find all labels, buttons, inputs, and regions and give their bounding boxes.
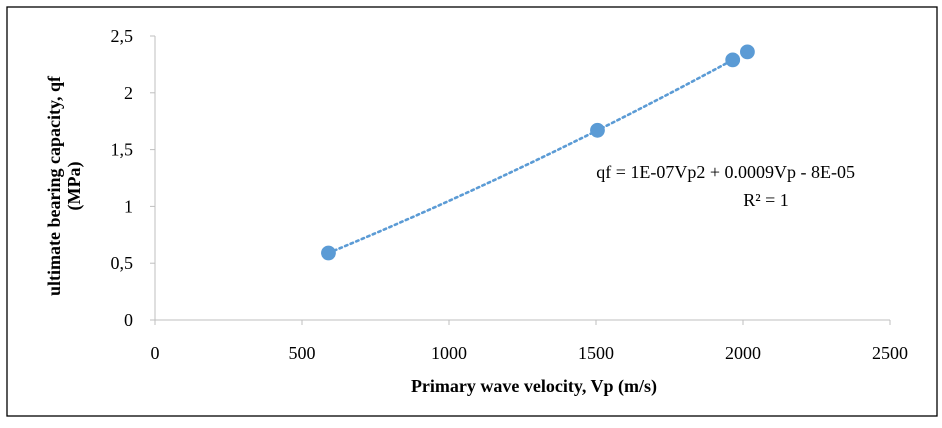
tick-labels: 0 0,5 1 1,5 2 2,5 0 500 1000 1500 2000 2500: [111, 26, 909, 363]
y-tick-label: 2: [124, 83, 133, 103]
y-tick-label: 1,5: [111, 140, 134, 160]
y-tick-label: 0: [124, 310, 133, 330]
x-tick-label: 500: [289, 343, 316, 363]
x-tick-label: 2000: [725, 343, 761, 363]
y-tick-label: 1: [124, 196, 133, 216]
data-point: [740, 44, 755, 60]
x-tick-label: 1000: [431, 343, 467, 363]
x-tick-label: 0: [151, 343, 160, 363]
data-point: [321, 245, 336, 261]
y-tick-label: 2,5: [111, 26, 134, 46]
y-axis-title-line-2: (MPa): [64, 162, 85, 211]
trendline-path: [327, 58, 735, 255]
data-point: [590, 122, 605, 138]
y-tick-label: 0,5: [111, 253, 134, 273]
chart-border: [6, 6, 938, 417]
axes: [150, 35, 891, 325]
data-point: [725, 52, 741, 68]
x-tick-label: 2500: [872, 343, 908, 363]
x-axis-title: Primary wave velocity, Vp (m/s): [411, 376, 657, 397]
data-points: [321, 44, 755, 261]
trendline-equation: qf = 1E-07Vp2 + 0.0009Vp - 8E-05: [596, 162, 855, 182]
trendline: [327, 58, 735, 255]
y-axis-title-line-1: ultimate bearing capacity, qf: [44, 75, 64, 296]
y-axis-title: ultimate bearing capacity, qf (MPa): [44, 75, 85, 296]
x-tick-label: 1500: [578, 343, 614, 363]
trendline-r-squared: R² = 1: [743, 190, 789, 210]
